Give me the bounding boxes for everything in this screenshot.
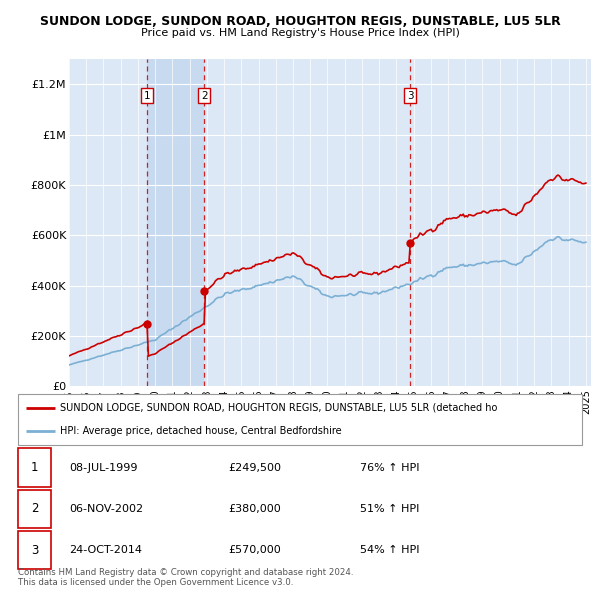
Text: 2: 2 — [31, 502, 38, 516]
Bar — [147, 59, 204, 386]
Text: £570,000: £570,000 — [228, 545, 281, 555]
Text: 06-NOV-2002: 06-NOV-2002 — [69, 504, 143, 514]
Text: 1: 1 — [31, 461, 38, 474]
Text: £380,000: £380,000 — [228, 504, 281, 514]
Text: Contains HM Land Registry data © Crown copyright and database right 2024.: Contains HM Land Registry data © Crown c… — [18, 568, 353, 576]
Text: 3: 3 — [31, 543, 38, 557]
Text: £249,500: £249,500 — [228, 463, 281, 473]
Text: 51% ↑ HPI: 51% ↑ HPI — [360, 504, 419, 514]
Text: 54% ↑ HPI: 54% ↑ HPI — [360, 545, 419, 555]
FancyBboxPatch shape — [18, 394, 582, 445]
Text: SUNDON LODGE, SUNDON ROAD, HOUGHTON REGIS, DUNSTABLE, LU5 5LR (detached ho: SUNDON LODGE, SUNDON ROAD, HOUGHTON REGI… — [60, 402, 497, 412]
Text: 08-JUL-1999: 08-JUL-1999 — [69, 463, 137, 473]
Text: Price paid vs. HM Land Registry's House Price Index (HPI): Price paid vs. HM Land Registry's House … — [140, 28, 460, 38]
Text: HPI: Average price, detached house, Central Bedfordshire: HPI: Average price, detached house, Cent… — [60, 427, 342, 437]
Text: SUNDON LODGE, SUNDON ROAD, HOUGHTON REGIS, DUNSTABLE, LU5 5LR: SUNDON LODGE, SUNDON ROAD, HOUGHTON REGI… — [40, 15, 560, 28]
Text: This data is licensed under the Open Government Licence v3.0.: This data is licensed under the Open Gov… — [18, 578, 293, 587]
Text: 1: 1 — [144, 90, 151, 100]
Text: 2: 2 — [201, 90, 208, 100]
Text: 3: 3 — [407, 90, 413, 100]
Text: 24-OCT-2014: 24-OCT-2014 — [69, 545, 142, 555]
Text: 76% ↑ HPI: 76% ↑ HPI — [360, 463, 419, 473]
